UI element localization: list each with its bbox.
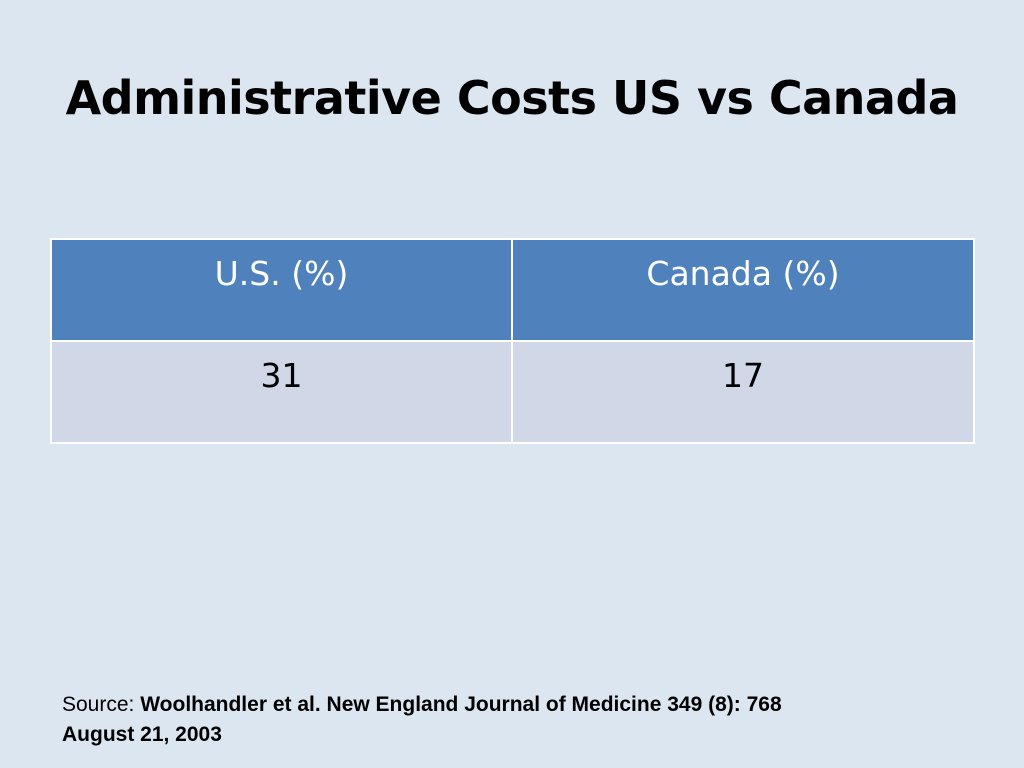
cell-canada-value: 17 [511,340,975,444]
source-label: Source: [62,693,135,716]
slide-title: Administrative Costs US vs Canada [65,71,959,125]
citation-line2: August 21, 2003 [62,723,222,746]
source-citation: Source: Woolhandler et al. New England J… [62,690,962,750]
citation-line1: Woolhandler et al. New England Journal o… [140,693,782,716]
header-canada: Canada (%) [511,238,975,342]
table-header-row: U.S. (%) Canada (%) [50,238,975,342]
header-us: U.S. (%) [50,238,513,342]
cell-us-value: 31 [50,340,513,444]
cost-comparison-table: U.S. (%) Canada (%) 31 17 [50,238,975,444]
table-row: 31 17 [50,340,975,444]
